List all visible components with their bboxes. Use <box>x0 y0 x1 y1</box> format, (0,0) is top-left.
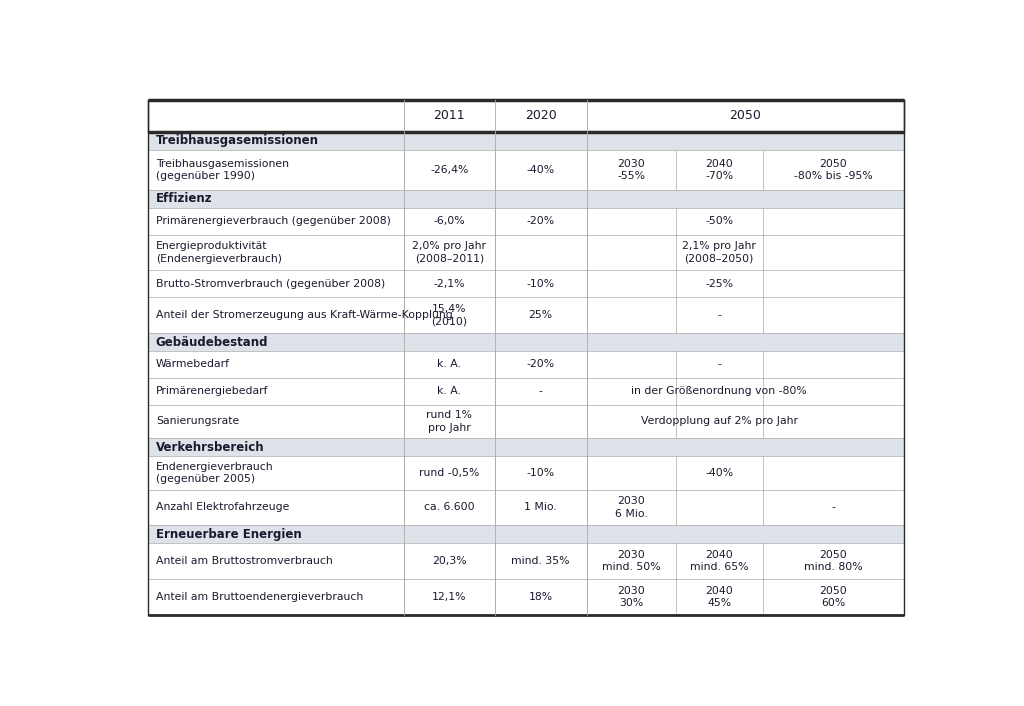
Text: -: - <box>831 503 836 513</box>
Text: 20,3%: 20,3% <box>432 556 467 566</box>
Text: 18%: 18% <box>528 592 553 602</box>
Bar <box>147 438 904 456</box>
Text: 2011: 2011 <box>433 109 465 122</box>
Text: 2030
mind. 50%: 2030 mind. 50% <box>602 550 660 573</box>
Text: -10%: -10% <box>526 468 555 478</box>
Text: Erneuerbare Energien: Erneuerbare Energien <box>156 528 301 541</box>
Text: -2,1%: -2,1% <box>433 279 465 289</box>
Bar <box>147 543 904 579</box>
Text: 2030
30%: 2030 30% <box>617 586 645 608</box>
Bar <box>147 190 904 208</box>
Bar <box>147 351 904 378</box>
Bar <box>147 100 904 132</box>
Text: Treibhausgasemissionen: Treibhausgasemissionen <box>156 134 318 148</box>
Text: Primärenergieverbrauch (gegenüber 2008): Primärenergieverbrauch (gegenüber 2008) <box>156 216 390 227</box>
Text: 15,4%
(2010): 15,4% (2010) <box>431 304 468 326</box>
Text: 2040
mind. 65%: 2040 mind. 65% <box>690 550 749 573</box>
Text: Sanierungsrate: Sanierungsrate <box>156 417 239 426</box>
Text: k. A.: k. A. <box>437 386 462 396</box>
Text: Effizienz: Effizienz <box>156 193 212 205</box>
Text: rund 1%
pro Jahr: rund 1% pro Jahr <box>426 410 472 433</box>
Text: -: - <box>717 310 721 321</box>
Text: -50%: -50% <box>706 216 733 227</box>
Bar <box>147 489 904 525</box>
Text: 1 Mio.: 1 Mio. <box>524 503 557 513</box>
Text: Primärenergiebedarf: Primärenergiebedarf <box>156 386 268 396</box>
Text: 2030
-55%: 2030 -55% <box>617 159 645 181</box>
Text: 2,0% pro Jahr
(2008–2011): 2,0% pro Jahr (2008–2011) <box>413 241 486 264</box>
Text: -10%: -10% <box>526 279 555 289</box>
Text: rund -0,5%: rund -0,5% <box>419 468 479 478</box>
Text: Anteil am Bruttoendenergieverbrauch: Anteil am Bruttoendenergieverbrauch <box>156 592 364 602</box>
Bar <box>147 579 904 615</box>
Text: Anteil der Stromerzeugung aus Kraft-Wärme-Kopplung: Anteil der Stromerzeugung aus Kraft-Wärm… <box>156 310 453 321</box>
Text: 2,1% pro Jahr
(2008–2050): 2,1% pro Jahr (2008–2050) <box>682 241 756 264</box>
Text: Energieproduktivität
(Endenergieverbrauch): Energieproduktivität (Endenergieverbrauc… <box>156 241 282 264</box>
Bar <box>147 333 904 351</box>
Text: -20%: -20% <box>526 216 555 227</box>
Bar <box>147 234 904 270</box>
Text: -25%: -25% <box>706 279 733 289</box>
Text: Anteil am Bruttostromverbrauch: Anteil am Bruttostromverbrauch <box>156 556 333 566</box>
Bar <box>147 525 904 543</box>
Text: 12,1%: 12,1% <box>432 592 467 602</box>
Text: Anzahl Elektrofahrzeuge: Anzahl Elektrofahrzeuge <box>156 503 289 513</box>
Text: Gebäudebestand: Gebäudebestand <box>156 335 268 349</box>
Bar <box>147 378 904 405</box>
Text: -40%: -40% <box>526 165 555 175</box>
Bar <box>147 150 904 190</box>
Text: -20%: -20% <box>526 359 555 369</box>
Text: -: - <box>717 359 721 369</box>
Text: -26,4%: -26,4% <box>430 165 469 175</box>
Text: Verkehrsbereich: Verkehrsbereich <box>156 441 264 453</box>
Text: 2030
6 Mio.: 2030 6 Mio. <box>614 496 647 519</box>
Text: mind. 35%: mind. 35% <box>511 556 570 566</box>
Bar <box>147 405 904 438</box>
Text: 25%: 25% <box>528 310 553 321</box>
Text: Brutto-Stromverbrauch (gegenüber 2008): Brutto-Stromverbrauch (gegenüber 2008) <box>156 279 385 289</box>
Text: 2050
60%: 2050 60% <box>819 586 848 608</box>
Text: 2050: 2050 <box>729 109 762 122</box>
Text: -: - <box>539 386 543 396</box>
Text: Endenergieverbrauch
(gegenüber 2005): Endenergieverbrauch (gegenüber 2005) <box>156 462 273 484</box>
Text: 2050
mind. 80%: 2050 mind. 80% <box>804 550 863 573</box>
Text: in der Größenordnung von -80%: in der Größenordnung von -80% <box>632 386 807 396</box>
Text: Treibhausgasemissionen
(gegenüber 1990): Treibhausgasemissionen (gegenüber 1990) <box>156 159 289 181</box>
Bar <box>147 270 904 297</box>
Text: ca. 6.600: ca. 6.600 <box>424 503 475 513</box>
Text: Wärmebedarf: Wärmebedarf <box>156 359 229 369</box>
Text: 2020: 2020 <box>524 109 557 122</box>
Text: 2040
45%: 2040 45% <box>706 586 733 608</box>
Text: 2040
-70%: 2040 -70% <box>706 159 733 181</box>
Text: -40%: -40% <box>706 468 733 478</box>
Text: Verdopplung auf 2% pro Jahr: Verdopplung auf 2% pro Jahr <box>641 417 798 426</box>
Text: 2050
-80% bis -95%: 2050 -80% bis -95% <box>795 159 872 181</box>
Text: k. A.: k. A. <box>437 359 462 369</box>
Bar <box>147 297 904 333</box>
Bar <box>147 456 904 489</box>
Bar <box>147 132 904 150</box>
Text: -6,0%: -6,0% <box>433 216 465 227</box>
Bar <box>147 208 904 234</box>
